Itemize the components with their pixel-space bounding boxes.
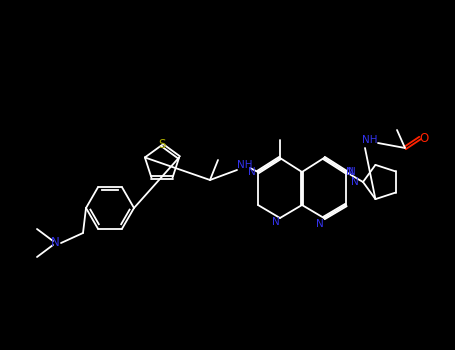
Text: N: N (51, 237, 59, 250)
Text: N: N (346, 167, 354, 177)
Text: NH: NH (362, 135, 378, 145)
Text: N: N (348, 167, 356, 177)
Text: NH: NH (237, 160, 253, 170)
Text: N: N (248, 167, 256, 177)
Text: N: N (351, 177, 359, 187)
Text: N: N (272, 217, 280, 227)
Text: N: N (316, 219, 324, 229)
Text: S: S (158, 139, 166, 152)
Text: O: O (420, 132, 429, 145)
